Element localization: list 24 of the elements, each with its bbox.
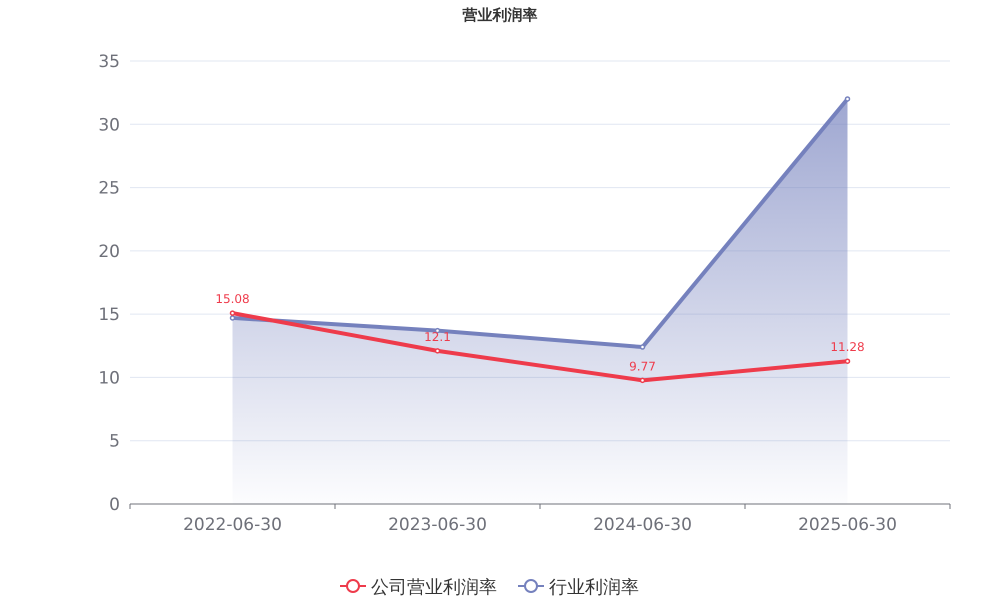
data-label: 9.77 [629, 359, 656, 374]
y-tick-label: 30 [98, 115, 120, 136]
x-tick-label: 2022-06-30 [183, 515, 282, 535]
data-label: 12.1 [424, 330, 451, 344]
x-tick-label: 2024-06-30 [593, 515, 692, 535]
y-tick-label: 15 [98, 305, 120, 326]
data-label: 15.08 [215, 292, 250, 306]
y-tick-label: 20 [98, 242, 120, 262]
point [844, 96, 850, 102]
x-tick-label: 2025-06-30 [798, 515, 897, 535]
x-tick-label: 2023-06-30 [388, 515, 487, 535]
y-tick-label: 5 [109, 432, 120, 452]
y-tick-label: 10 [98, 368, 120, 388]
legend-label: 行业利润率 [549, 577, 639, 598]
point [434, 348, 440, 354]
legend-label: 公司营业利润率 [371, 577, 497, 598]
point [230, 310, 236, 316]
y-tick-label: 35 [98, 52, 120, 72]
y-tick-label: 25 [98, 178, 120, 199]
chart-title: 营业利润率 [462, 6, 538, 24]
data-label: 11.28 [830, 340, 865, 354]
point [640, 344, 646, 350]
y-tick-label: 0 [109, 495, 120, 515]
point [230, 315, 236, 321]
